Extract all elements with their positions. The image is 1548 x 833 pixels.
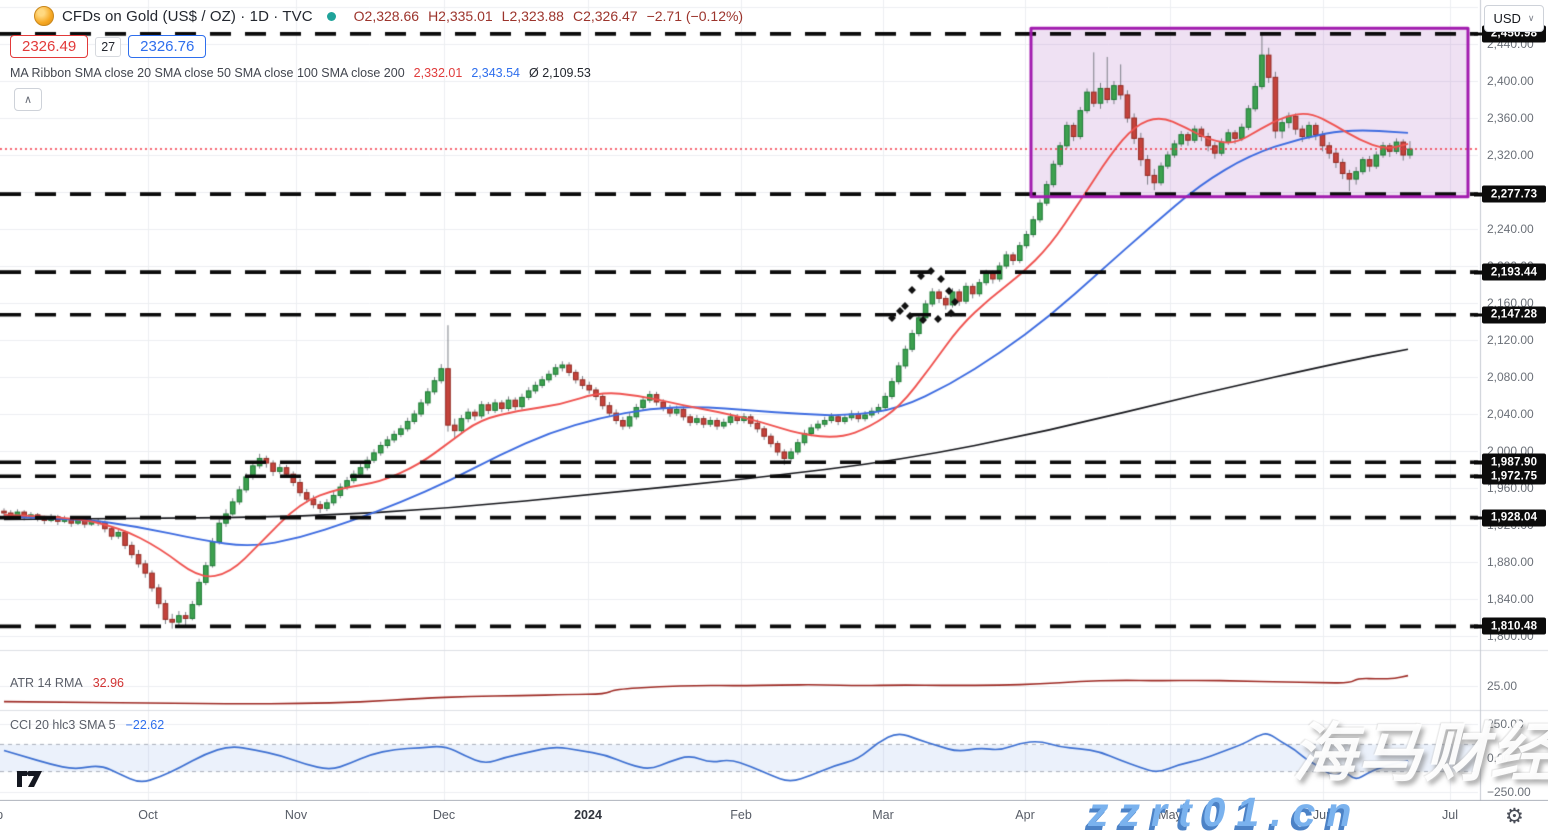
time-label: Sep <box>0 808 3 822</box>
atr-legend[interactable]: ATR 14 RMA 32.96 <box>10 676 124 690</box>
ohlc-low: L2,323.88 <box>501 8 564 24</box>
tradingview-logo[interactable] <box>16 770 44 793</box>
ohlc-high: H2,335.01 <box>428 8 493 24</box>
collapse-legend-button[interactable]: ∧ <box>14 88 42 111</box>
time-label: 2024 <box>574 808 602 822</box>
chevron-down-icon: ∨ <box>1527 13 1535 23</box>
cci-title: CCI 20 hlc3 SMA 5 <box>10 718 116 732</box>
quote-row: 2326.49 27 2326.76 <box>10 35 207 58</box>
price-level-badge: 2,147.28 <box>1474 306 1546 324</box>
spread-value: 27 <box>95 36 122 57</box>
price-tick: 2,040.00 <box>1487 407 1534 422</box>
cci-value: −22.62 <box>125 718 165 732</box>
price-tick: 2,320.00 <box>1487 148 1534 163</box>
time-label: Feb <box>730 808 752 822</box>
price-tick: 1,880.00 <box>1487 555 1534 570</box>
symbol-header: CFDs on Gold (US$ / OZ) · 1D · TVC O2,32… <box>34 6 743 26</box>
site-watermark: zzrt01.cn <box>1088 789 1363 833</box>
price-tick: 1,840.00 <box>1487 592 1534 607</box>
ma-ribbon-sma200-value: Ø 2,109.53 <box>529 66 591 80</box>
price-level-badge: 2,193.44 <box>1474 263 1546 281</box>
price-level-badge: 1,928.04 <box>1474 509 1546 527</box>
sell-bid-button[interactable]: 2326.49 <box>10 35 89 58</box>
price-tick: 2,400.00 <box>1487 74 1534 89</box>
brand-watermark: 海马财经 <box>1292 717 1548 789</box>
market-status-icon <box>326 11 336 21</box>
price-tick: 2,080.00 <box>1487 370 1534 385</box>
atr-value: 32.96 <box>92 676 124 690</box>
currency-dropdown[interactable]: USD ∨ <box>1484 5 1544 32</box>
currency-label: USD <box>1493 11 1521 26</box>
time-label: May <box>1158 808 1182 822</box>
time-label: Nov <box>284 808 308 822</box>
price-tick: 2,240.00 <box>1487 222 1534 237</box>
cci-legend[interactable]: CCI 20 hlc3 SMA 5 −22.62 <box>10 718 164 732</box>
symbol-title[interactable]: CFDs on Gold (US$ / OZ) · 1D · TVC <box>62 7 313 25</box>
time-label: Apr <box>1015 808 1035 822</box>
ohlc-open: O2,328.66 <box>353 8 420 24</box>
cci-tick: −250.00 <box>1487 785 1531 799</box>
ma-ribbon-sma20-value: 2,332.01 <box>413 66 463 80</box>
time-label: Mar <box>872 808 894 822</box>
price-level-badge: 1,972.75 <box>1474 467 1546 485</box>
time-label: Jun <box>1312 808 1334 822</box>
price-tick: 2,360.00 <box>1487 111 1534 126</box>
time-label: Oct <box>138 808 158 822</box>
price-level-badge: 1,987.90 <box>1474 453 1546 471</box>
ma-ribbon-legend[interactable]: MA Ribbon SMA close 20 SMA close 50 SMA … <box>10 66 591 80</box>
gold-coin-icon <box>34 6 54 26</box>
ma-ribbon-label: MA Ribbon SMA close 20 SMA close 50 SMA … <box>10 66 405 80</box>
buy-ask-button[interactable]: 2326.76 <box>128 35 207 58</box>
ohlc-close: C2,326.47 <box>572 8 638 24</box>
ma-ribbon-sma50-value: 2,343.54 <box>471 66 520 80</box>
atr-title: ATR 14 RMA <box>10 676 83 690</box>
ohlc-change: −2.71 (−0.12%) <box>646 8 744 24</box>
atr-tick: 25.00 <box>1487 679 1518 693</box>
price-level-badge: 2,277.73 <box>1474 185 1546 203</box>
time-label: Dec <box>432 808 456 822</box>
time-label: Jul <box>1442 808 1458 822</box>
cci-tick: 0.00 <box>1487 751 1511 765</box>
time-axis[interactable] <box>0 801 1548 833</box>
chevron-up-icon: ∧ <box>23 94 33 106</box>
cci-tick: 250.00 <box>1487 717 1524 731</box>
price-tick: 2,120.00 <box>1487 333 1534 348</box>
price-level-badge: 1,810.48 <box>1474 617 1546 635</box>
settings-gear-icon[interactable]: ⚙ <box>1505 805 1524 828</box>
ohlc-readout: O2,328.66 H2,335.01 L2,323.88 C2,326.47 … <box>354 8 743 24</box>
